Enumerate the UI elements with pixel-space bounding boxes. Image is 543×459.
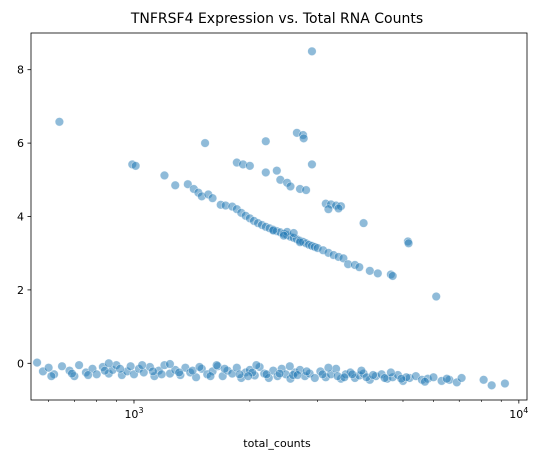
y-tick-label: 8 <box>17 64 24 77</box>
data-point <box>301 185 311 195</box>
data-point <box>323 363 334 373</box>
data-point <box>365 266 375 276</box>
data-point <box>183 179 193 189</box>
data-point <box>289 228 299 238</box>
data-point <box>261 167 271 178</box>
data-point <box>165 359 175 369</box>
data-point <box>100 366 110 376</box>
data-point <box>220 364 230 374</box>
data-point <box>323 204 334 214</box>
data-point <box>302 366 312 376</box>
data-point <box>245 161 255 171</box>
data-point <box>307 159 317 169</box>
data-point <box>207 193 218 203</box>
data-point <box>358 218 369 228</box>
data-point <box>479 375 489 385</box>
x-tick-label: 104 <box>509 406 528 421</box>
data-point <box>243 371 253 381</box>
data-point <box>131 161 141 171</box>
data-point <box>200 138 210 148</box>
data-point <box>380 373 390 383</box>
data-point <box>420 377 430 387</box>
y-tick-label: 6 <box>17 137 24 150</box>
data-point <box>339 372 349 382</box>
data-point <box>275 368 285 379</box>
x-axis-label: total_counts <box>243 437 311 450</box>
data-point <box>272 166 282 176</box>
data-point <box>285 361 295 371</box>
data-point <box>268 225 278 236</box>
data-point <box>67 368 77 379</box>
data-point <box>83 370 93 380</box>
axes-layer: 0 2 4 6 8 103 104 <box>17 32 528 421</box>
data-point <box>428 372 439 382</box>
data-point <box>205 371 216 381</box>
data-point <box>285 181 296 192</box>
data-point <box>442 374 452 384</box>
data-point <box>157 369 167 379</box>
data-point <box>373 268 383 278</box>
data-point <box>261 136 271 146</box>
data-point <box>347 369 357 379</box>
data-point <box>431 291 441 302</box>
data-point <box>148 366 158 376</box>
data-point <box>57 361 67 371</box>
data-point <box>54 117 65 127</box>
y-tick-label: 0 <box>17 357 24 370</box>
data-point <box>500 378 510 389</box>
data-point <box>386 367 396 378</box>
data-point <box>126 361 136 371</box>
data-point <box>115 364 125 374</box>
data-point <box>356 366 367 376</box>
data-point <box>307 46 317 56</box>
data-point <box>295 237 305 247</box>
data-point <box>234 369 245 379</box>
data-point <box>368 370 378 380</box>
data-point <box>46 371 56 381</box>
data-point <box>279 230 289 241</box>
data-point <box>292 370 303 380</box>
data-point <box>261 369 272 379</box>
data-point <box>396 374 406 384</box>
data-point <box>388 271 398 281</box>
data-point <box>299 133 309 143</box>
data-point <box>317 369 328 379</box>
data-point <box>457 373 467 383</box>
data-point <box>170 180 180 190</box>
data-point <box>104 358 114 368</box>
data-point <box>194 362 205 372</box>
chart-title: TNFRSF4 Expression vs. Total RNA Counts <box>130 11 423 27</box>
data-point <box>354 262 364 272</box>
y-tick-label: 4 <box>17 211 24 224</box>
points-layer <box>32 46 510 390</box>
data-point <box>487 380 497 390</box>
data-point <box>174 367 184 378</box>
data-point <box>137 360 147 370</box>
data-point <box>403 238 414 248</box>
data-point <box>251 360 261 370</box>
data-point <box>159 170 170 180</box>
data-point <box>333 203 344 214</box>
y-tick-label: 2 <box>17 284 24 297</box>
data-point <box>310 373 320 383</box>
data-point <box>44 363 54 373</box>
x-tick-label: 103 <box>124 406 143 421</box>
data-point <box>212 360 222 370</box>
data-point <box>32 357 42 368</box>
plot-frame <box>30 32 528 401</box>
data-point <box>92 369 102 379</box>
data-point <box>74 360 84 370</box>
